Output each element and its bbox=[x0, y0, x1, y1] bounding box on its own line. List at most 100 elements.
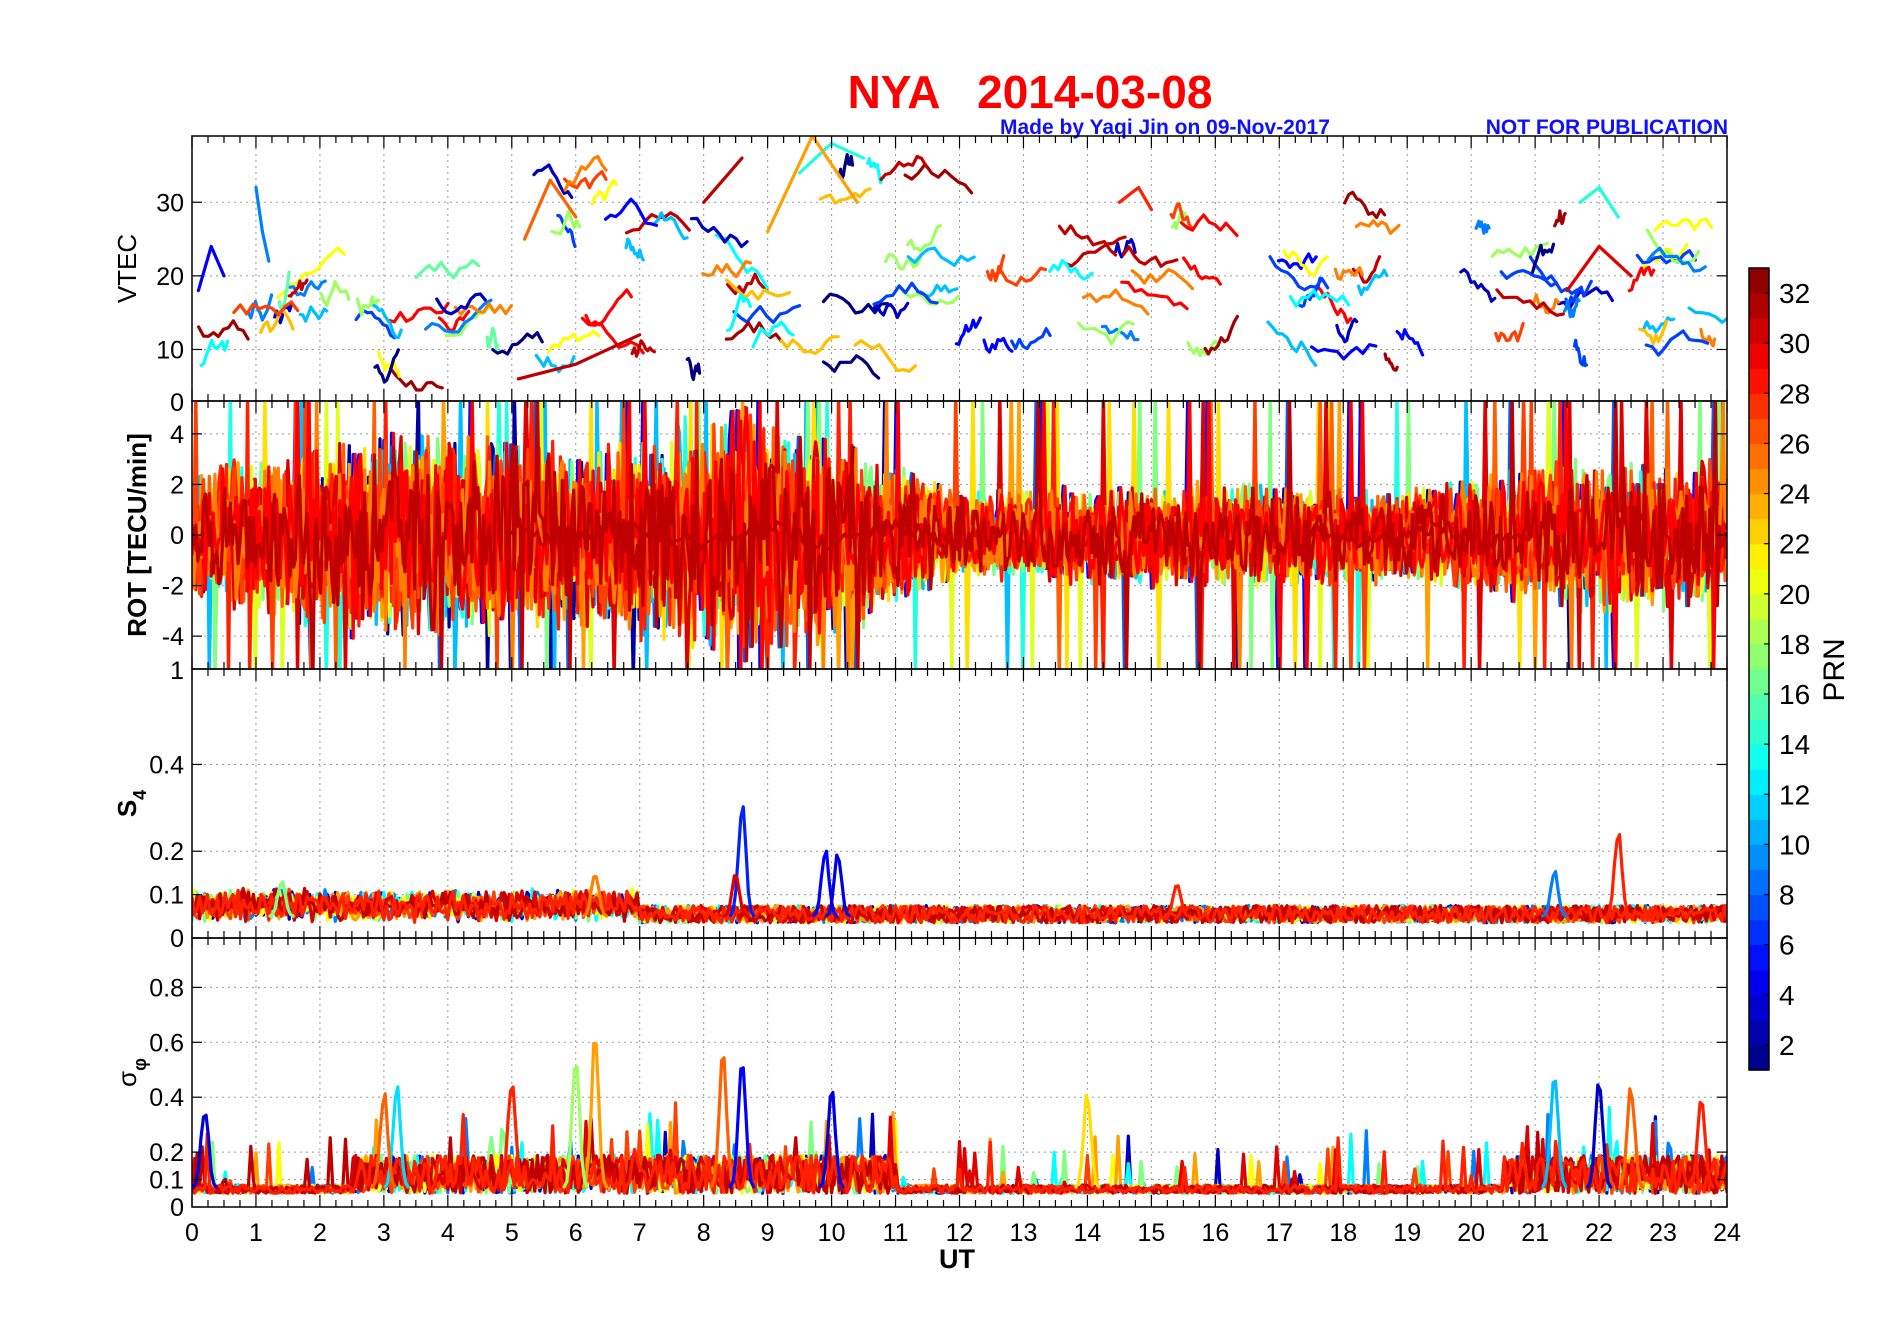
vtec-trace bbox=[1203, 314, 1239, 356]
vtec-trace bbox=[837, 153, 855, 180]
panel-s4: 0 0.1 0.2 0.4 1 S4 bbox=[112, 657, 1728, 953]
vtec-trace bbox=[1490, 241, 1550, 259]
colorbar-tick-label: 18 bbox=[1779, 629, 1810, 660]
x-tick-label: 2 bbox=[313, 1219, 327, 1247]
vtec-trace bbox=[906, 246, 976, 267]
sigma-peak bbox=[1688, 1100, 1715, 1189]
publication-notice: NOT FOR PUBLICATION bbox=[1486, 116, 1728, 139]
vtec-trace bbox=[985, 254, 1006, 283]
colorbar-band bbox=[1749, 669, 1769, 695]
y-tick-label-rot: -4 bbox=[162, 623, 184, 651]
x-tick-label: 19 bbox=[1393, 1219, 1421, 1247]
traces-s4 bbox=[192, 805, 1727, 925]
vtec-trace bbox=[1335, 317, 1359, 344]
vtec-trace bbox=[714, 233, 769, 290]
vtec-trace bbox=[653, 211, 689, 241]
colorbar-band bbox=[1749, 368, 1769, 394]
vtec-trace bbox=[1532, 293, 1560, 315]
colorbar-band bbox=[1749, 994, 1769, 1021]
x-tick-label: 17 bbox=[1265, 1219, 1293, 1247]
vtec-trace bbox=[982, 336, 1014, 354]
vtec-trace bbox=[897, 285, 961, 306]
s4-peak bbox=[812, 849, 839, 918]
sigma-trace-prn-28 bbox=[192, 1113, 1727, 1195]
vtec-trace bbox=[866, 157, 886, 185]
y-top-label-s4: 1 bbox=[170, 657, 184, 685]
colorbar-tick-label: 26 bbox=[1779, 428, 1810, 459]
sigma-peak bbox=[1541, 1079, 1568, 1189]
colorbar-frame bbox=[1748, 267, 1770, 1071]
colorbar-tick-label: 8 bbox=[1779, 880, 1795, 911]
vtec-trace bbox=[853, 339, 918, 373]
y-tick-label-s4: 0.1 bbox=[149, 882, 184, 910]
vtec-trace bbox=[1646, 246, 1707, 273]
colorbar-band bbox=[1749, 543, 1769, 570]
s4-peak bbox=[722, 874, 749, 918]
y-axis-label-s4: S4 bbox=[112, 790, 150, 817]
y-tick-label-vtec: 30 bbox=[156, 189, 184, 217]
vtec-trace-prn-5 bbox=[196, 244, 226, 293]
vtec-trace bbox=[1531, 242, 1556, 274]
x-tick-label: 7 bbox=[633, 1219, 647, 1247]
colorbar-band bbox=[1749, 744, 1769, 770]
y-tick-label-vtec: 10 bbox=[156, 336, 184, 364]
y-tick-label-sigma: 0.1 bbox=[149, 1167, 184, 1195]
vtec-trace bbox=[414, 259, 481, 280]
vtec-trace bbox=[1494, 321, 1525, 343]
vtec-trace bbox=[884, 252, 923, 271]
s4-peak bbox=[268, 880, 295, 918]
vtec-trace-prn-31 bbox=[702, 156, 744, 204]
colorbar-band bbox=[1749, 268, 1769, 294]
vtec-trace bbox=[1268, 255, 1330, 292]
vtec-trace bbox=[1699, 327, 1717, 348]
vtec-trace bbox=[1310, 343, 1378, 361]
vtec-trace bbox=[821, 354, 881, 380]
colorbar-tick-label: 14 bbox=[1779, 729, 1810, 760]
vtec-trace bbox=[563, 170, 608, 190]
x-tick-label: 20 bbox=[1457, 1219, 1485, 1247]
colorbar-band bbox=[1749, 293, 1769, 319]
vtec-trace bbox=[386, 301, 450, 324]
x-tick-label: 3 bbox=[377, 1219, 391, 1247]
colorbar-band bbox=[1749, 794, 1769, 820]
vtec-trace bbox=[879, 154, 928, 181]
vtec-trace bbox=[580, 316, 645, 355]
traces-sigma bbox=[192, 1041, 1727, 1195]
vtec-trace bbox=[1298, 276, 1322, 308]
vtec-trace bbox=[1553, 209, 1567, 228]
sigma-peak bbox=[1074, 1093, 1101, 1189]
vtec-trace bbox=[906, 224, 943, 253]
vtec-trace bbox=[388, 366, 444, 392]
y-tick-label-sigma: 0.8 bbox=[149, 974, 184, 1002]
colorbar-band bbox=[1749, 869, 1769, 896]
colorbar-tick-label: 12 bbox=[1779, 779, 1810, 810]
y-tick-label-sigma: 0.6 bbox=[149, 1029, 184, 1057]
vtec-trace bbox=[1120, 280, 1189, 311]
vtec-trace bbox=[232, 300, 300, 317]
vtec-trace bbox=[550, 209, 582, 236]
vtec-trace bbox=[1130, 268, 1194, 291]
colorbar-band bbox=[1749, 1019, 1769, 1046]
vtec-trace bbox=[298, 305, 329, 323]
colorbar-tick-label: 22 bbox=[1779, 529, 1810, 560]
y-axis-label-sigma: σφ bbox=[112, 1058, 150, 1087]
x-tick-label: 1 bbox=[249, 1219, 263, 1247]
colorbar-band bbox=[1749, 969, 1769, 996]
vtec-trace bbox=[287, 278, 309, 298]
vtec-trace bbox=[779, 335, 840, 356]
colorbar-tick-label: 28 bbox=[1779, 378, 1810, 409]
vtec-trace-prn-31 bbox=[516, 333, 642, 381]
x-tick-label: 6 bbox=[569, 1219, 583, 1247]
colorbar-band bbox=[1749, 1044, 1769, 1071]
colorbar-band bbox=[1749, 944, 1769, 971]
colorbar-band bbox=[1749, 568, 1769, 595]
vtec-trace bbox=[701, 260, 753, 279]
colorbar-band bbox=[1749, 518, 1769, 545]
sigma-peak bbox=[818, 1090, 845, 1189]
x-tick-label: 22 bbox=[1585, 1219, 1613, 1247]
vtec-trace bbox=[871, 301, 910, 320]
y-tick-label-vtec: 20 bbox=[156, 263, 184, 291]
vtec-trace bbox=[1687, 306, 1727, 324]
